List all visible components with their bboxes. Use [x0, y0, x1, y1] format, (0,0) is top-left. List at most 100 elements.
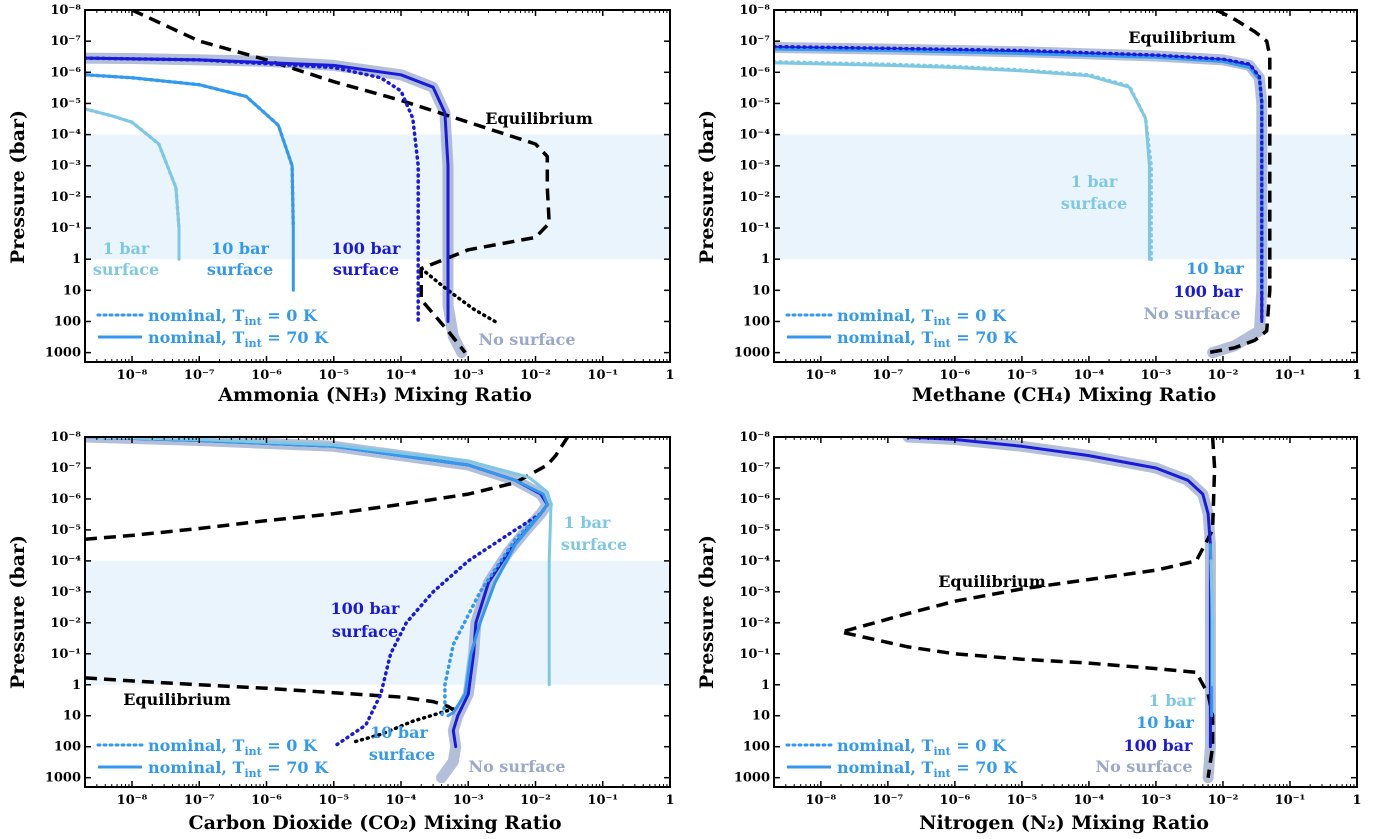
legend-solid-label: nominal, Tint = 70 K	[837, 758, 1018, 780]
label-1bar-surface: surface	[561, 535, 627, 554]
y-tick-label: 1000	[45, 771, 81, 786]
label-1bar: 1 bar	[1149, 691, 1196, 710]
y-tick-label: 10⁻²	[50, 190, 81, 205]
y-tick-label: 1000	[734, 771, 770, 786]
x-tick-label: 1	[1352, 793, 1361, 808]
x-tick-label: 10⁻⁶	[251, 368, 282, 383]
legend: nominal, Tint = 0 K nominal, Tint = 70 K	[785, 306, 1018, 350]
label-1bar-surface: surface	[1061, 194, 1127, 213]
y-tick-label: 10⁻⁷	[739, 34, 770, 49]
x-axis-title: Methane (CH₄) Mixing Ratio	[912, 384, 1216, 406]
x-tick-label: 10⁻⁵	[1007, 368, 1038, 383]
y-axis-title: Pressure (bar)	[696, 535, 718, 689]
series-100-bar-surface	[906, 437, 1212, 749]
y-tick-label: 10⁻⁶	[739, 65, 770, 80]
series-100-bar-surface-tint-0	[85, 56, 420, 324]
label-1bar-surface: surface	[93, 260, 159, 279]
ticks: 10⁻⁸ 10⁻⁷ 10⁻⁶ 10⁻⁵ 10⁻⁴ 10⁻³ 10⁻² 10⁻¹ 1 10 100 10…	[734, 3, 1362, 383]
y-tick-label: 10⁻⁶	[739, 492, 770, 507]
y-tick-label: 1000	[45, 346, 81, 361]
ticks: 10⁻⁸ 10⁻⁷ 10⁻⁶ 10⁻⁵ 10⁻⁴ 10⁻³ 10⁻² 10⁻¹ 1 10 100 10…	[45, 430, 675, 808]
x-tick-label: 10⁻¹	[587, 793, 618, 808]
y-tick-label: 10⁻⁵	[50, 96, 81, 111]
y-axis-title: Pressure (bar)	[696, 110, 718, 264]
plot-frame	[84, 436, 671, 788]
x-tick-label: 10⁻²	[1208, 793, 1239, 808]
y-tick-label: 10⁻¹	[739, 647, 770, 662]
y-tick-label: 10	[752, 709, 770, 724]
y-tick-label: 10⁻⁴	[739, 554, 770, 569]
series-equilibrium-tint-0	[419, 266, 497, 324]
label-1bar: 1 bar	[103, 239, 150, 258]
y-tick-label: 100	[743, 314, 770, 329]
y-tick-label: 10⁻¹	[50, 221, 81, 236]
label-10bar: 10 bar	[1136, 713, 1194, 732]
x-tick-label: 10⁻⁶	[940, 368, 971, 383]
y-tick-label: 10⁻⁵	[739, 96, 770, 111]
series-equilibrium-tint-0	[352, 707, 456, 744]
x-tick-label: 10⁻⁴	[386, 793, 417, 808]
y-tick-label: 10⁻⁷	[739, 461, 770, 476]
x-tick-label: 10⁻¹	[587, 368, 618, 383]
label-10bar: 10 bar	[211, 239, 269, 258]
y-tick-label: 1000	[734, 346, 770, 361]
x-tick-label: 10⁻²	[520, 793, 551, 808]
label-1bar: 1 bar	[564, 513, 611, 532]
y-tick-label: 1	[72, 678, 81, 693]
x-tick-label: 10⁻⁸	[806, 368, 837, 383]
y-tick-label: 10⁻⁵	[50, 523, 81, 538]
series-100-bar-surface-tint-0	[774, 44, 1264, 324]
y-tick-label: 10⁻¹	[739, 221, 770, 236]
series-10-bar-surface-tint-0	[439, 502, 550, 718]
x-tick-label: 10⁻⁵	[318, 368, 349, 383]
plot-frame	[773, 9, 1358, 363]
series-layer	[774, 10, 1272, 359]
series-equilibrium	[131, 10, 551, 354]
x-tick-label: 10⁻⁸	[117, 368, 148, 383]
y-tick-label: 10⁻⁴	[739, 128, 770, 143]
legend: nominal, Tint = 0 K nominal, Tint = 70 K	[785, 736, 1018, 780]
x-tick-label: 10⁻⁷	[873, 793, 904, 808]
y-tick-label: 10	[752, 283, 770, 298]
y-tick-label: 10⁻³	[50, 159, 81, 174]
shaded-band	[85, 134, 670, 260]
series-layer	[85, 437, 570, 784]
label-1bar: 1 bar	[1071, 172, 1118, 191]
legend: nominal, Tint = 0 K nominal, Tint = 70 K	[96, 306, 329, 350]
legend-dotted-label: nominal, Tint = 0 K	[837, 306, 1007, 328]
x-tick-label: 10⁻⁸	[117, 793, 148, 808]
x-tick-label: 10⁻⁵	[318, 793, 349, 808]
label-10bar-surface: surface	[369, 745, 435, 764]
x-tick-label: 1	[1352, 368, 1361, 383]
series-1-bar-surface-tint-0	[85, 107, 181, 230]
ticks: 10⁻⁸ 10⁻⁷ 10⁻⁶ 10⁻⁵ 10⁻⁴ 10⁻³ 10⁻² 10⁻¹ 1 10 100 10…	[45, 3, 675, 383]
y-tick-label: 10⁻⁸	[50, 430, 81, 445]
legend-solid-label: nominal, Tint = 70 K	[148, 758, 329, 780]
y-tick-label: 100	[54, 314, 81, 329]
x-tick-label: 10⁻³	[453, 793, 484, 808]
legend-solid-label: nominal, Tint = 70 K	[837, 328, 1018, 350]
y-tick-label: 10⁻⁸	[739, 3, 770, 18]
panel-nitrogen: 10⁻⁸ 10⁻⁷ 10⁻⁶ 10⁻⁵ 10⁻⁴ 10⁻³ 10⁻² 10⁻¹ 1 10 100 10…	[696, 430, 1362, 834]
ticks: 10⁻⁸ 10⁻⁷ 10⁻⁶ 10⁻⁵ 10⁻⁴ 10⁻³ 10⁻² 10⁻¹ 1 10 100 10…	[734, 430, 1362, 808]
y-tick-label: 10⁻⁶	[50, 492, 81, 507]
series-layer	[85, 10, 551, 359]
x-tick-label: 10⁻⁵	[1007, 793, 1038, 808]
x-tick-label: 10⁻⁸	[806, 793, 837, 808]
series-layer	[839, 437, 1217, 784]
label-100bar-surface: surface	[333, 260, 399, 279]
y-tick-label: 10⁻⁴	[50, 128, 81, 143]
y-axis-title: Pressure (bar)	[7, 535, 29, 689]
y-tick-label: 10⁻⁸	[739, 430, 770, 445]
x-axis-title: Carbon Dioxide (CO₂) Mixing Ratio	[188, 812, 561, 834]
label-10bar: 10 bar	[370, 723, 428, 742]
panel-ammonia: 10⁻⁸ 10⁻⁷ 10⁻⁶ 10⁻⁵ 10⁻⁴ 10⁻³ 10⁻² 10⁻¹ 1 10 100 10…	[7, 3, 675, 406]
y-tick-label: 10⁻³	[739, 159, 770, 174]
x-tick-label: 10⁻³	[1141, 368, 1172, 383]
label-100bar: 100 bar	[331, 599, 401, 618]
y-tick-label: 100	[743, 740, 770, 755]
label-equilibrium: Equilibrium	[485, 109, 593, 128]
x-tick-label: 10⁻⁶	[940, 793, 971, 808]
y-tick-label: 10⁻²	[739, 190, 770, 205]
